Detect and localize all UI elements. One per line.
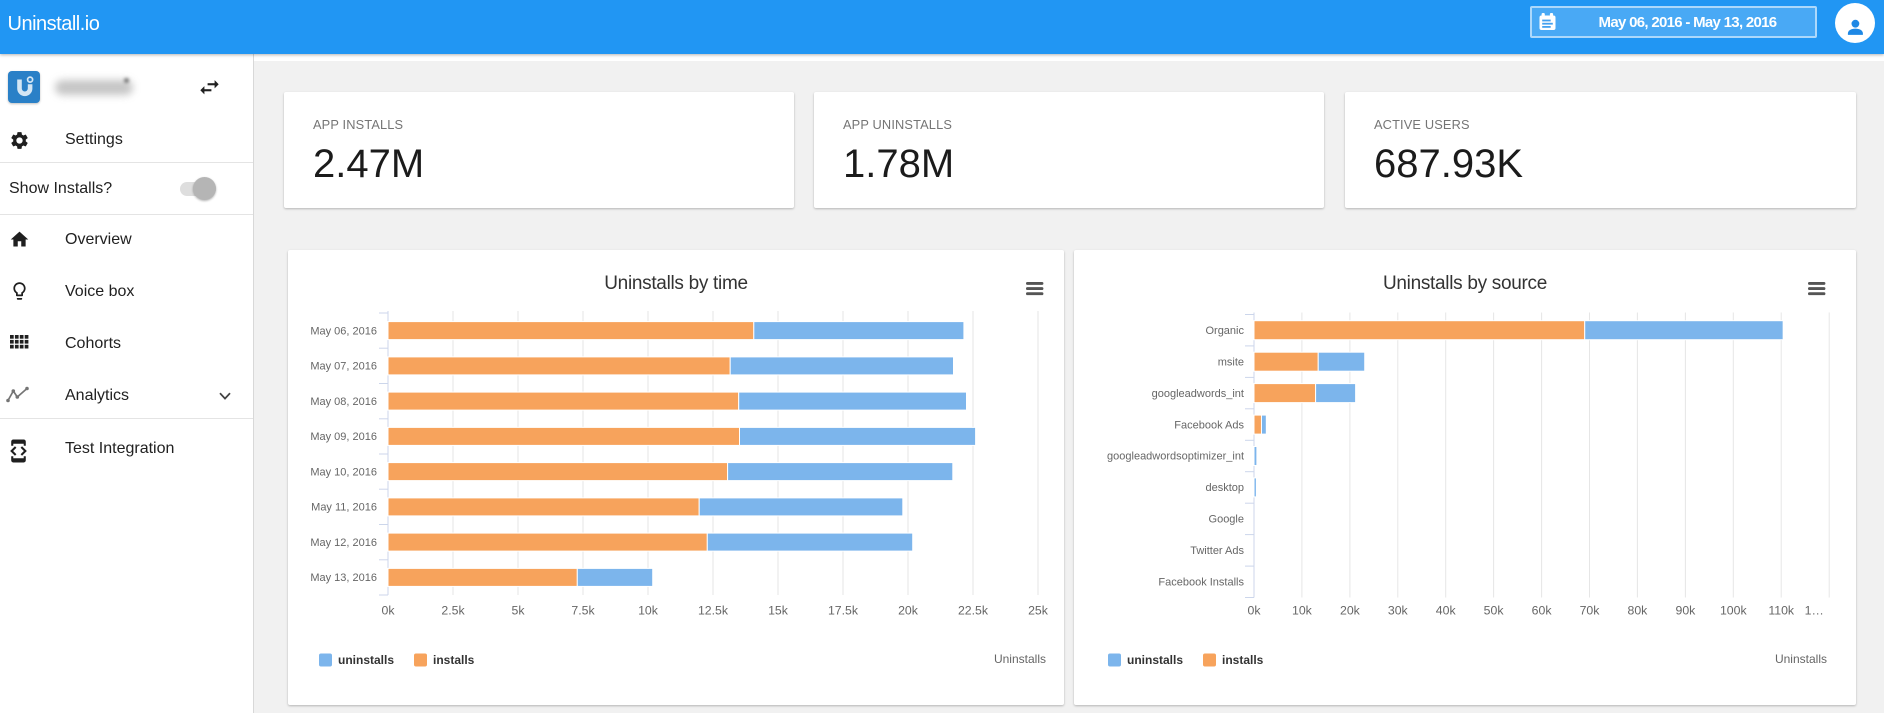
svg-text:110k: 110k (1768, 604, 1795, 618)
svg-text:uninstalls: uninstalls (1127, 653, 1183, 667)
svg-text:Facebook Installs: Facebook Installs (1158, 577, 1244, 589)
svg-text:40k: 40k (1436, 604, 1457, 618)
svg-text:2.5k: 2.5k (441, 604, 465, 618)
svg-text:installs: installs (1222, 653, 1264, 667)
svg-text:Facebook Ads: Facebook Ads (1174, 419, 1244, 431)
svg-text:5k: 5k (512, 604, 526, 618)
svg-text:17.5k: 17.5k (828, 604, 859, 618)
svg-text:googleadwordsoptimizer_int: googleadwordsoptimizer_int (1107, 451, 1244, 463)
svg-text:10k: 10k (1292, 604, 1313, 618)
svg-text:Uninstalls: Uninstalls (1775, 652, 1827, 666)
svg-text:May 06, 2016: May 06, 2016 (310, 325, 377, 337)
svg-text:80k: 80k (1627, 604, 1648, 618)
svg-text:May 08, 2016: May 08, 2016 (310, 396, 377, 408)
svg-text:Uninstalls by source: Uninstalls by source (1383, 273, 1547, 294)
svg-text:50k: 50k (1484, 604, 1505, 618)
svg-text:Twitter Ads: Twitter Ads (1190, 545, 1244, 557)
svg-text:22.5k: 22.5k (958, 604, 989, 618)
svg-text:90k: 90k (1675, 604, 1696, 618)
svg-text:installs: installs (433, 653, 475, 667)
svg-text:10k: 10k (638, 604, 659, 618)
svg-text:May 10, 2016: May 10, 2016 (310, 466, 377, 478)
svg-text:100k: 100k (1720, 604, 1748, 618)
svg-text:20k: 20k (898, 604, 919, 618)
svg-text:12.5k: 12.5k (698, 604, 729, 618)
svg-text:60k: 60k (1532, 604, 1553, 618)
svg-text:May 12, 2016: May 12, 2016 (310, 537, 377, 549)
svg-text:googleadwords_int: googleadwords_int (1152, 388, 1244, 400)
svg-text:25k: 25k (1028, 604, 1049, 618)
svg-text:May 09, 2016: May 09, 2016 (310, 431, 377, 443)
svg-text:Google: Google (1209, 514, 1244, 526)
svg-text:1…: 1… (1805, 604, 1824, 618)
svg-text:30k: 30k (1388, 604, 1409, 618)
svg-text:May 07, 2016: May 07, 2016 (310, 361, 377, 373)
svg-text:Uninstalls by time: Uninstalls by time (604, 273, 747, 294)
svg-text:0k: 0k (1248, 604, 1262, 618)
svg-text:desktop: desktop (1205, 482, 1244, 494)
svg-text:msite: msite (1218, 356, 1244, 368)
svg-text:Organic: Organic (1205, 325, 1244, 337)
svg-text:70k: 70k (1580, 604, 1601, 618)
svg-text:Uninstalls: Uninstalls (994, 652, 1046, 666)
svg-text:0k: 0k (382, 604, 396, 618)
svg-text:May 13, 2016: May 13, 2016 (310, 572, 377, 584)
svg-text:20k: 20k (1340, 604, 1361, 618)
svg-text:7.5k: 7.5k (571, 604, 595, 618)
svg-text:15k: 15k (768, 604, 789, 618)
svg-text:uninstalls: uninstalls (338, 653, 394, 667)
svg-text:May 11, 2016: May 11, 2016 (311, 502, 377, 514)
